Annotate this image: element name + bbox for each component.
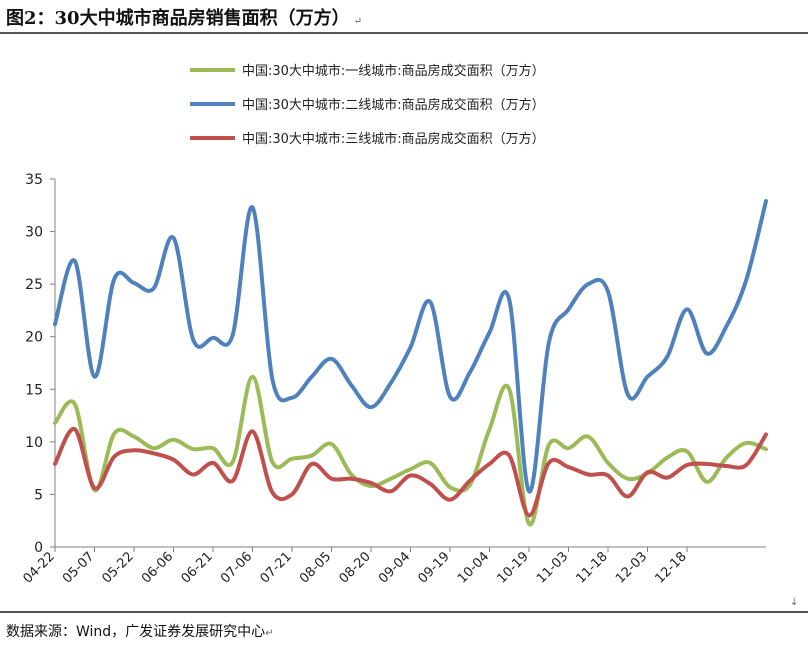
end-mark: ↓ [790,597,799,608]
legend-label-1: 中国:30大中城市:二线城市:商品房成交面积（万方） [242,97,545,113]
bottom-rule [0,611,808,613]
series-line-1 [53,199,768,494]
x-tick-label-14: 11-18 [574,549,611,586]
legend: 中国:30大中城市:一线城市:商品房成交面积（万方） 中国:30大中城市:二线城市… [190,63,545,147]
series-lines [53,199,768,527]
x-tick-label-5: 07-06 [218,549,255,586]
x-tick-label-16: 12-18 [653,549,690,586]
x-tick-label-10: 09-19 [416,549,453,586]
y-tick-label-3: 15 [25,382,43,398]
x-tick-label-12: 10-19 [495,549,532,586]
line-chart: 中国:30大中城市:一线城市:商品房成交面积（万方） 中国:30大中城市:二线城市… [21,63,768,587]
x-tick-label-15: 12-03 [613,549,650,586]
y-tick-label-0: 0 [34,540,43,556]
x-tick-label-2: 05-22 [100,549,137,586]
y-tick-label-5: 25 [25,277,43,293]
source-text: 数据来源：Wind，广发证券发展研究中心 [6,624,266,640]
x-tick-label-4: 06-21 [179,549,216,586]
x-tick-label-8: 08-20 [337,549,374,586]
source-note: 数据来源：Wind，广发证券发展研究中心↵ [6,621,274,641]
x-tick-label-9: 09-04 [376,549,413,586]
y-tick-label-6: 30 [25,225,43,241]
series-line-2 [53,427,768,518]
figure-title-text: 图2：30大中城市商品房销售面积（万方） [6,8,350,29]
return-mark: ↵ [353,16,362,27]
figure-title: 图2：30大中城市商品房销售面积（万方） ↵ [6,4,362,30]
x-tick-label-1: 05-07 [60,549,97,586]
x-tick-label-13: 11-03 [534,549,571,586]
y-tick-label-7: 35 [25,172,43,188]
top-rule [0,32,808,34]
source-return-mark: ↵ [265,628,274,639]
y-tick-label-2: 10 [25,435,43,451]
x-tick-label-11: 10-04 [455,549,492,586]
x-tick-label-6: 07-21 [258,549,295,586]
y-tick-label-1: 5 [34,487,43,503]
x-tick-label-3: 06-06 [139,549,176,586]
x-tick-label-7: 08-05 [297,549,334,586]
y-tick-label-4: 20 [25,330,43,346]
legend-label-2: 中国:30大中城市:三线城市:商品房成交面积（万方） [242,131,545,147]
legend-label-0: 中国:30大中城市:一线城市:商品房成交面积（万方） [242,63,545,79]
series-line-0 [53,374,768,527]
